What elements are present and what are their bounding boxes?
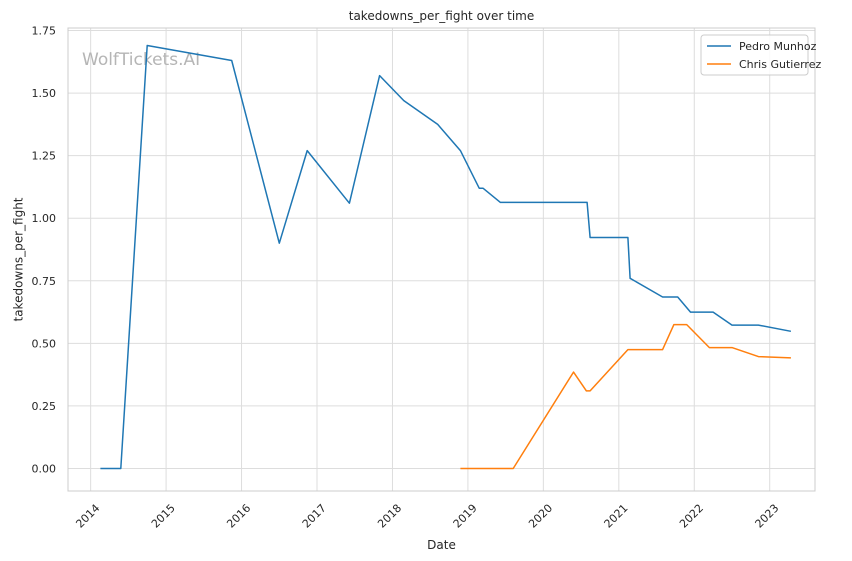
legend-label: Pedro Munhoz [739, 40, 817, 53]
x-tick-label: 2021 [602, 502, 631, 531]
x-tick-label: 2022 [677, 502, 706, 531]
legend: Pedro Munhoz Chris Gutierrez [700, 34, 821, 76]
y-tick-labels: 0.00 0.25 0.50 0.75 1.00 1.25 1.50 1.75 [32, 25, 57, 476]
y-tick-label: 1.50 [32, 87, 57, 100]
y-tick-label: 0.25 [32, 400, 57, 413]
x-tick-label: 2014 [73, 502, 102, 531]
y-axis-label: takedowns_per_fight [12, 197, 26, 321]
plot-area-frame [67, 27, 816, 492]
legend-box [700, 34, 809, 76]
series-line-chris-gutierrez [460, 323, 791, 470]
y-tick-label: 0.50 [32, 337, 57, 350]
x-axis-label: Date [427, 538, 456, 552]
x-tick-label: 2019 [451, 502, 480, 531]
x-tick-label: 2016 [224, 502, 253, 531]
y-tick-label: 1.75 [32, 25, 57, 38]
series-line-pedro-munhoz [100, 44, 792, 470]
y-tick-label: 0.00 [32, 462, 57, 475]
y-tick-label: 1.00 [32, 212, 57, 225]
x-tick-label: 2017 [300, 502, 329, 531]
series-lines [100, 44, 792, 470]
x-tick-label: 2015 [149, 502, 178, 531]
y-tick-label: 1.25 [32, 150, 57, 163]
x-tick-label: 2020 [526, 502, 555, 531]
watermark-text: WolfTickets.AI [82, 50, 200, 70]
grid-lines [68, 28, 815, 491]
x-tick-label: 2023 [753, 502, 782, 531]
y-tick-label: 0.75 [32, 275, 57, 288]
legend-label: Chris Gutierrez [739, 58, 821, 71]
x-tick-labels: 2014 2015 2016 2017 2018 2019 2020 2021 2022 2023 [73, 502, 781, 531]
x-tick-label: 2018 [375, 502, 404, 531]
chart-title: takedowns_per_fight over time [349, 9, 535, 23]
